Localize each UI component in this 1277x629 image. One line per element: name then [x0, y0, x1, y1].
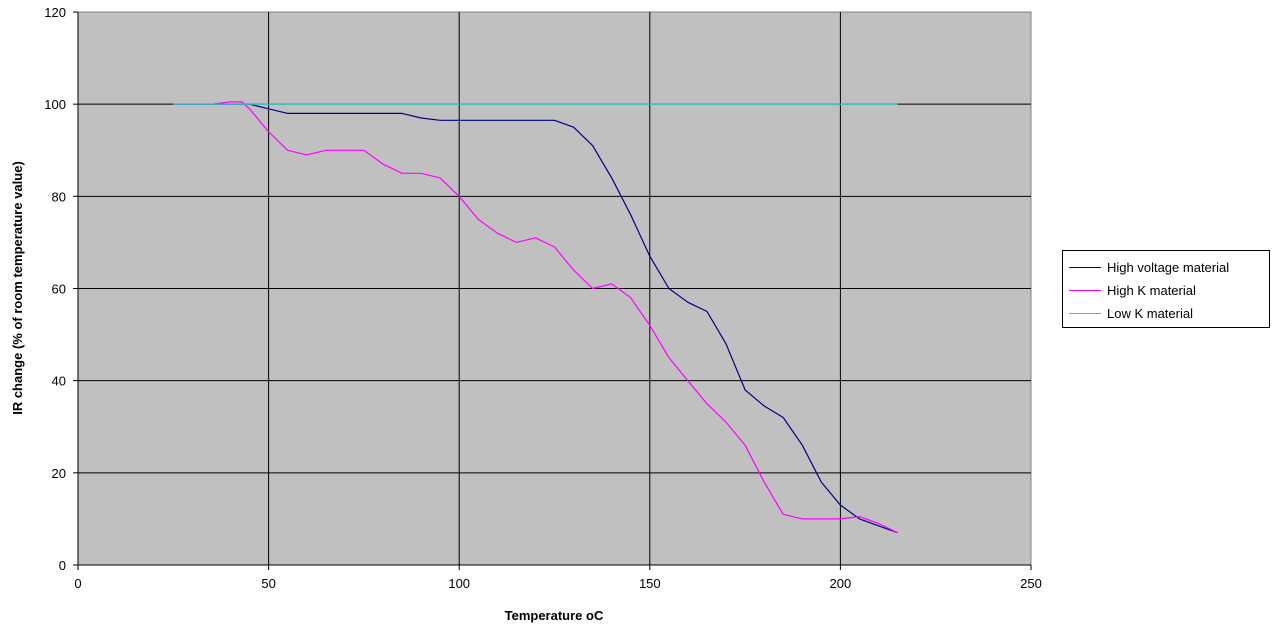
- series-layer: [173, 101, 898, 534]
- y-tick-label: 40: [52, 374, 66, 389]
- series-line-high-k-material: [173, 101, 898, 534]
- legend-swatch: [1069, 267, 1101, 268]
- x-tick-label: 200: [830, 576, 852, 591]
- y-tick-label: 60: [52, 282, 66, 297]
- legend-swatch: [1069, 313, 1101, 314]
- x-tick-label: 0: [74, 576, 81, 591]
- legend-label: High voltage material: [1107, 260, 1230, 275]
- x-axis-title: Temperature oC: [505, 608, 604, 623]
- y-tick-label: 0: [59, 558, 66, 573]
- y-tick-label: 80: [52, 189, 66, 204]
- y-tick-label: 20: [52, 466, 66, 481]
- legend-label: Low K material: [1107, 306, 1193, 321]
- y-tick-label: 100: [44, 97, 66, 112]
- x-tick-label: 250: [1020, 576, 1042, 591]
- legend-item-low-k-material: Low K material: [1069, 302, 1269, 325]
- x-tick-label: 100: [448, 576, 470, 591]
- y-tick-label: 120: [44, 5, 66, 20]
- x-tick-label: 50: [261, 576, 275, 591]
- x-tick-labels: 0 50 100 150 200 250: [74, 565, 1042, 591]
- legend: High voltage material High K material Low …: [1062, 250, 1270, 328]
- y-tick-labels: 0 20 40 60 80 100 120: [44, 5, 78, 573]
- y-axis-title: IR change (% of room temperature value): [10, 161, 25, 415]
- x-tick-label: 150: [639, 576, 661, 591]
- legend-item-high-voltage-material: High voltage material: [1069, 256, 1269, 279]
- legend-swatch: [1069, 290, 1101, 291]
- series-line-high-voltage-material: [173, 103, 898, 534]
- legend-item-high-k-material: High K material: [1069, 279, 1269, 302]
- legend-label: High K material: [1107, 283, 1196, 298]
